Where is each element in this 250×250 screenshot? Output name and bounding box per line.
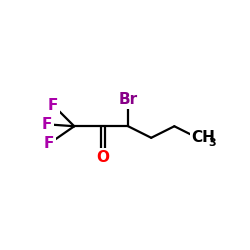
Text: 3: 3: [208, 138, 216, 147]
Text: CH: CH: [191, 130, 215, 145]
Text: Br: Br: [118, 92, 138, 107]
Text: F: F: [48, 98, 58, 112]
Text: F: F: [42, 117, 52, 132]
Text: F: F: [44, 136, 54, 151]
Text: O: O: [96, 150, 110, 164]
